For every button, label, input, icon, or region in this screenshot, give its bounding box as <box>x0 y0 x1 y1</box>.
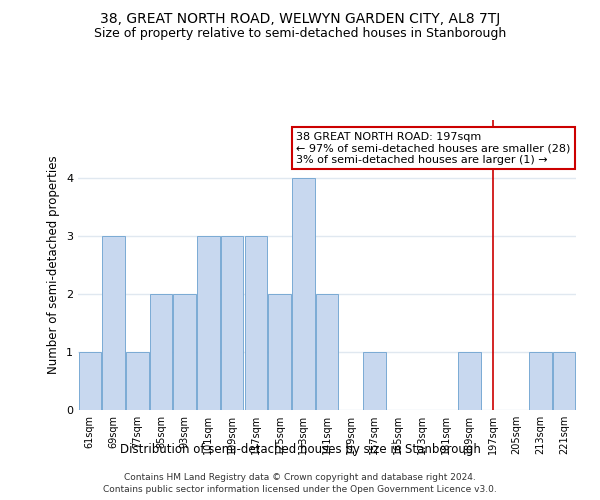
Bar <box>553 352 575 410</box>
Text: 38, GREAT NORTH ROAD, WELWYN GARDEN CITY, AL8 7TJ: 38, GREAT NORTH ROAD, WELWYN GARDEN CITY… <box>100 12 500 26</box>
Bar <box>79 352 101 410</box>
Bar <box>316 294 338 410</box>
Bar <box>197 236 220 410</box>
Text: 38 GREAT NORTH ROAD: 197sqm
← 97% of semi-detached houses are smaller (28)
3% of: 38 GREAT NORTH ROAD: 197sqm ← 97% of sem… <box>296 132 571 165</box>
Bar <box>529 352 551 410</box>
Bar <box>126 352 149 410</box>
Bar <box>268 294 291 410</box>
Bar <box>173 294 196 410</box>
Text: Distribution of semi-detached houses by size in Stanborough: Distribution of semi-detached houses by … <box>119 442 481 456</box>
Bar <box>245 236 267 410</box>
Bar <box>458 352 481 410</box>
Bar <box>292 178 314 410</box>
Y-axis label: Number of semi-detached properties: Number of semi-detached properties <box>47 156 61 374</box>
Text: Contains public sector information licensed under the Open Government Licence v3: Contains public sector information licen… <box>103 485 497 494</box>
Bar <box>103 236 125 410</box>
Text: Size of property relative to semi-detached houses in Stanborough: Size of property relative to semi-detach… <box>94 28 506 40</box>
Bar <box>221 236 244 410</box>
Bar <box>150 294 172 410</box>
Text: Contains HM Land Registry data © Crown copyright and database right 2024.: Contains HM Land Registry data © Crown c… <box>124 472 476 482</box>
Bar <box>363 352 386 410</box>
